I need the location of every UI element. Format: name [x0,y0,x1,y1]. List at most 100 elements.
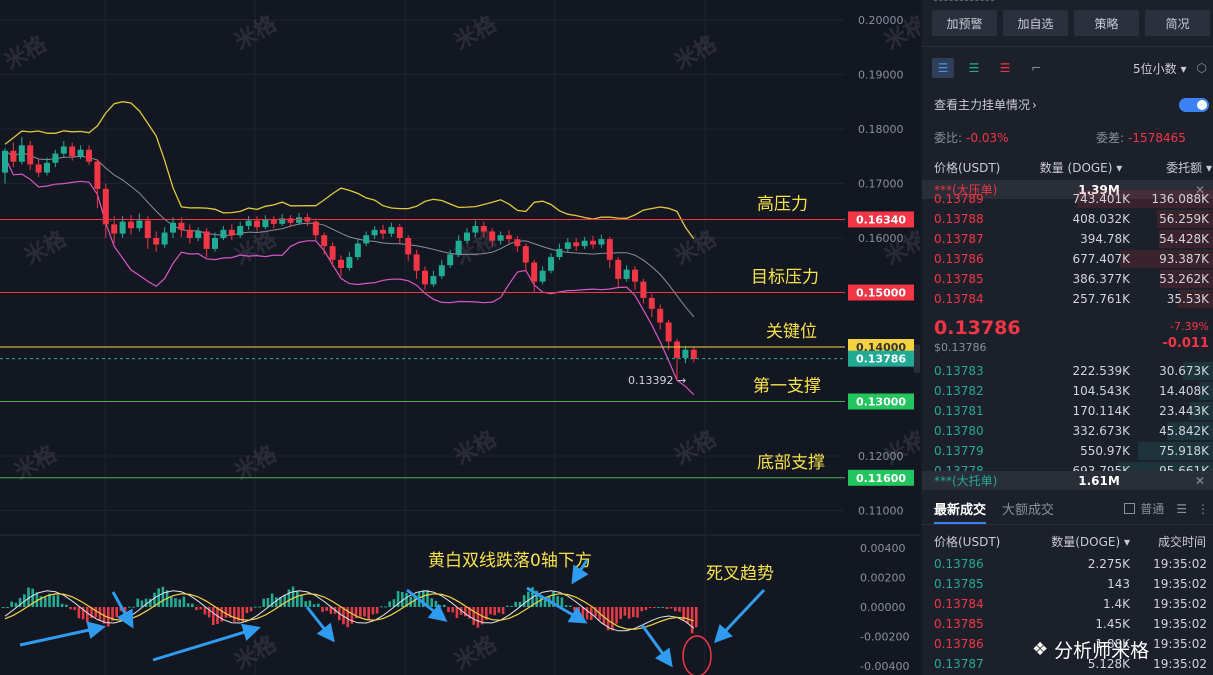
orderbook-row[interactable]: 0.13782 104.543K 14.408K [922,381,1213,401]
normal-filter[interactable]: 普通 ☰ ⋮ [1124,500,1209,523]
macd-bar [149,598,152,607]
orderbook-row[interactable]: 0.13789 743.401K 136.088K [922,189,1213,209]
gear-icon[interactable]: ⬡ [1196,61,1207,75]
big-ask-value: 1.39M [1078,182,1120,197]
macd-bar [644,607,648,611]
checkbox-icon[interactable] [1124,503,1136,514]
big-ask-band[interactable]: ***(大压单) 1.39M ✕ [922,180,1213,199]
candle-body [338,259,344,268]
price-tag-label: 0.15000 [856,287,906,300]
orderbook-row[interactable]: 0.13783 222.539K 30.673K [922,361,1213,381]
candle-body [388,227,395,234]
macd-bar [77,607,81,619]
candle-body [380,229,386,234]
watermark-text: 米格 [670,425,722,470]
macd-bar [405,592,408,607]
macd-bar [573,607,576,611]
ob-total-header[interactable]: 委托额 ▾ [1166,161,1212,175]
ob-qty-header[interactable]: 数量 (DOGE) ▾ [1039,161,1123,175]
tab-latest-trades[interactable]: 最新成交 [934,499,987,524]
orderbook-row[interactable]: 0.13786 677.407K 93.387K [922,249,1213,269]
macd-bar [359,607,362,617]
macd-bar [686,607,690,624]
macd-bar [203,607,207,615]
watermark-text: 米格 [230,440,282,485]
y-axis-tick-label: 0.12000 [858,450,904,463]
orderbook-row[interactable]: 0.13785 386.377K 53.262K [922,269,1213,289]
candle-body [682,349,689,358]
trade-price: 0.13784 [934,597,984,611]
tab-large-trades[interactable]: 大额成交 [1002,503,1055,518]
macd-bar [560,597,564,607]
add-alert-button[interactable]: 加预警 [932,10,997,36]
candle-body [506,235,512,240]
strategy-button[interactable]: 策略 [1074,10,1139,36]
y-axis-tick-label: 0.17000 [858,178,904,191]
macd-bar [69,607,72,610]
filter-icon[interactable]: ☰ [1176,501,1187,516]
watermark-text: 米格 [10,440,62,485]
orderbook-row[interactable]: 0.13787 394.78K 54.428K [922,229,1213,249]
orderbook-row[interactable]: 0.13781 170.114K 23.443K [922,401,1213,421]
macd-bar [350,607,354,624]
asks-view-icon[interactable]: ☰ [999,61,1011,75]
orderbook-row[interactable]: 0.13784 257.761K 35.53K [922,289,1213,309]
macd-bar [287,589,291,607]
add-watchlist-button[interactable]: 加自选 [1003,10,1068,36]
depth-bar [1178,290,1213,308]
current-price-tag [848,350,914,367]
orderbook-row[interactable]: 0.13779 550.97K 75.918K [922,441,1213,461]
row-total: 53.262K [1159,272,1209,286]
more-icon[interactable]: ⋮ [1197,501,1209,516]
macd-bar [674,607,677,612]
close-icon[interactable]: ✕ [1194,473,1205,488]
macd-bar [661,606,664,608]
main-orders-row[interactable]: 查看主力挂单情况 › [934,96,1209,113]
candle-body [237,226,244,236]
trade-qty-header[interactable]: 数量(DOGE) ▾ [1051,535,1130,549]
row-total: 23.443K [1159,404,1209,418]
row-price: 0.13782 [934,384,984,398]
decimals-select[interactable]: 5位小数 ▾ [1133,61,1187,76]
depth-bar [1189,402,1213,420]
candle-body [489,231,496,241]
macd-bar [640,607,643,612]
both-sides-view-icon[interactable]: ☰ [932,58,954,78]
candle-body [119,221,126,234]
macd-bar [262,598,265,607]
candle-body [228,229,235,236]
bids-view-icon[interactable]: ☰ [968,61,980,75]
row-price: 0.13788 [934,212,984,226]
candle-body [10,150,17,162]
trade-time: 19:35:02 [1153,577,1207,591]
y-axis-tick-label: 0.19000 [858,69,904,82]
orderbook-row[interactable]: 0.13788 408.032K 56.259K [922,209,1213,229]
macd-bar [44,597,47,607]
macd-axis-tick-label: -0.00400 [860,660,909,673]
bollinger-upper-line [4,101,695,240]
blue-arrow [152,623,261,662]
candle-body [212,238,218,249]
depth-view-icon[interactable]: ⌐ [1030,61,1042,75]
close-icon[interactable]: ✕ [1194,182,1205,197]
macd-bar [396,591,400,607]
overview-button[interactable]: 简况 [1145,10,1210,36]
ob-price-header: 价格(USDT) [934,161,1001,175]
trade-row: 0.13785 143 19:35:02 [922,574,1213,594]
big-bid-band[interactable]: ***(大托单) 1.61M ✕ [922,471,1213,490]
bollinger-middle-line [4,150,695,318]
macd-bar [371,607,375,615]
macd-bar [48,593,51,607]
candle-body [632,269,638,282]
macd-bar [18,597,22,607]
price-tag [848,284,914,301]
blue-arrow [526,586,588,624]
main-orders-toggle[interactable] [1179,97,1209,112]
candle-body [665,322,672,342]
chart-area[interactable]: 米格 米格 米格 米格 米格 米格 米格 米格 米格 米格 米格 米格 米格 米格 米格 米格 米格 0.2000… [0,0,920,675]
macd-bar [443,604,446,607]
macd-bar [111,607,114,621]
macd-bar [489,607,492,615]
orderbook-row[interactable]: 0.13780 332.673K 45.842K [922,421,1213,441]
